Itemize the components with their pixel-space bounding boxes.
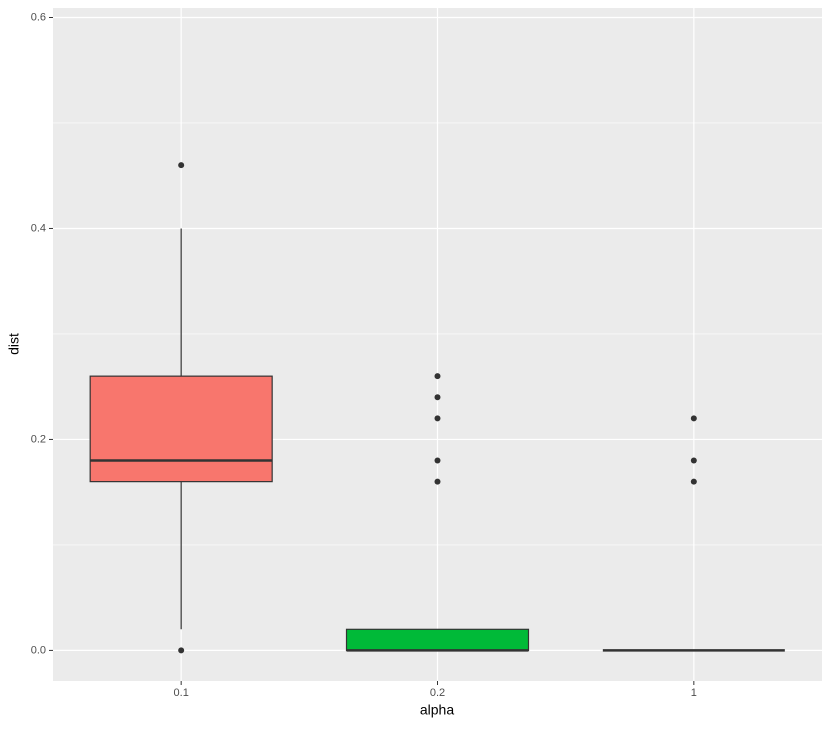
outlier xyxy=(690,478,697,485)
box xyxy=(345,628,530,652)
outlier xyxy=(690,457,697,464)
outlier xyxy=(178,162,185,169)
outlier xyxy=(178,647,185,654)
outlier xyxy=(690,415,697,422)
y-tick-label: 0.2 xyxy=(31,433,46,445)
x-axis-title: alpha xyxy=(420,702,454,718)
outlier xyxy=(434,394,441,401)
x-tick-label: 0.2 xyxy=(430,687,445,699)
outlier xyxy=(434,457,441,464)
y-tick-label: 0.4 xyxy=(31,222,46,234)
outlier xyxy=(434,373,441,380)
x-tick-label: 1 xyxy=(691,687,697,699)
y-tick-label: 0.0 xyxy=(31,644,46,656)
y-tick-label: 0.6 xyxy=(31,11,46,23)
outlier xyxy=(434,478,441,485)
x-tick-label: 0.1 xyxy=(174,687,189,699)
box xyxy=(89,375,273,483)
outlier xyxy=(434,415,441,422)
y-axis-title: dist xyxy=(6,333,22,355)
